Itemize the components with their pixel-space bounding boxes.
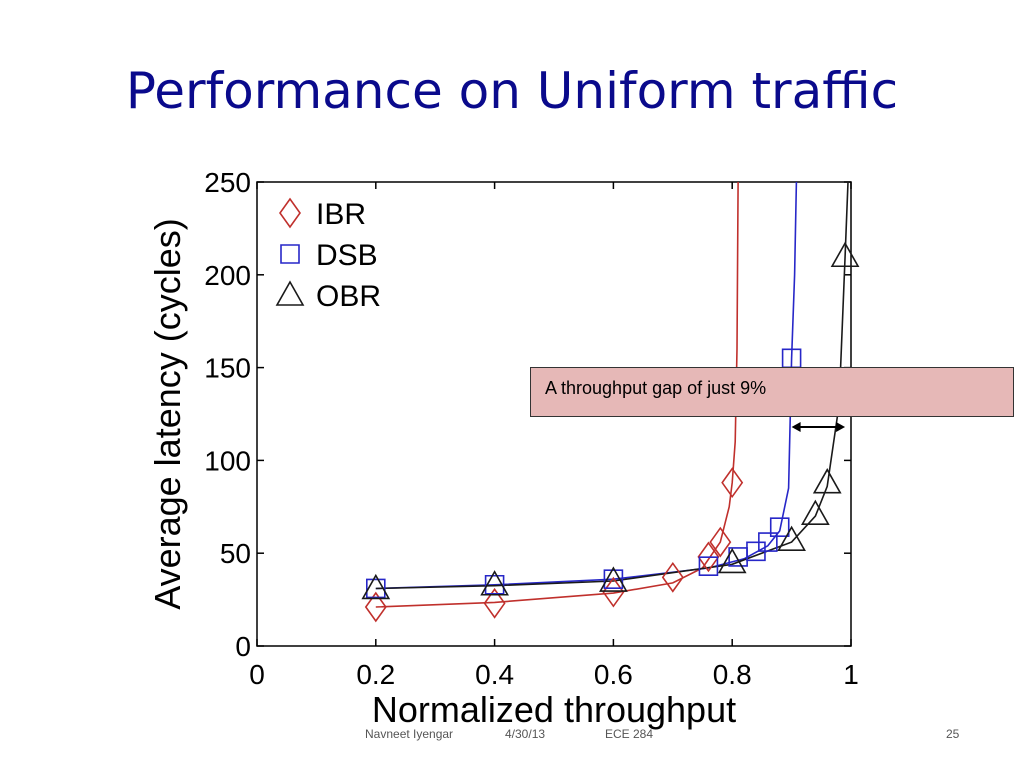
dsb-data-point [728, 547, 748, 567]
series-markers [361, 241, 860, 623]
y-axis-title: Average latency (cycles) [147, 218, 188, 610]
y-tick-label: 200 [204, 260, 251, 291]
dsb-data-point [603, 569, 624, 589]
callout-box: A throughput gap of just 9% [530, 367, 1014, 417]
x-tick-label: 0.2 [356, 659, 395, 690]
y-tick-label: 250 [204, 167, 251, 198]
obr-data-point [717, 547, 747, 574]
ibr-data-point [721, 467, 744, 499]
x-tick-labels: 0 0.2 0.4 0.6 0.8 1 [249, 659, 859, 690]
obr-data-point [599, 566, 628, 592]
axis-ticks [256, 181, 852, 647]
obr-data-point [800, 499, 830, 526]
dsb-legend-marker [280, 244, 300, 264]
x-tick-label: 1 [843, 659, 859, 690]
dsb-data-point [698, 556, 719, 576]
y-tick-label: 0 [235, 631, 251, 662]
y-tick-label: 150 [204, 353, 251, 384]
ibr-data-point [483, 587, 506, 619]
y-tick-labels: 0 50 100 150 200 250 [204, 167, 251, 662]
x-tick-label: 0 [249, 659, 265, 690]
footer-date: 4/30/13 [505, 727, 546, 741]
x-tick-label: 0.4 [475, 659, 514, 690]
ibr-legend-marker [279, 197, 301, 229]
obr-data-point [777, 525, 806, 552]
throughput-gap-arrow [791, 421, 846, 432]
ibr-legend-label: IBR [316, 198, 366, 231]
ibr-data-point [709, 526, 732, 558]
obr-legend-marker [275, 280, 305, 306]
ibr-data-point [661, 561, 684, 593]
y-tick-label: 50 [220, 538, 251, 569]
obr-legend-label: OBR [316, 280, 381, 313]
gap-arrow-head-left [791, 421, 801, 432]
ibr-data-point [364, 591, 387, 623]
slide-title: Performance on Uniform traffic [125, 62, 899, 120]
dsb-legend-label: DSB [316, 239, 378, 272]
x-tick-label: 0.8 [713, 659, 752, 690]
ibr-data-point [697, 541, 720, 573]
obr-data-point [480, 570, 509, 596]
gap-arrow-head-right [836, 421, 846, 432]
dsb-data-point [769, 517, 790, 538]
footer-author: Navneet Iyengar [365, 727, 454, 741]
x-axis-title: Normalized throughput [372, 689, 736, 730]
footer-course: ECE 284 [605, 727, 654, 741]
obr-data-point [830, 241, 860, 268]
x-tick-label: 0.6 [594, 659, 633, 690]
footer-page-number: 25 [946, 727, 960, 741]
obr-data-point [361, 573, 391, 600]
dsb-series-line [375, 181, 798, 590]
y-tick-label: 100 [204, 445, 251, 476]
obr-data-point [812, 468, 842, 494]
legend: IBR DSB OBR [275, 197, 381, 313]
obr-series-line [375, 181, 849, 590]
